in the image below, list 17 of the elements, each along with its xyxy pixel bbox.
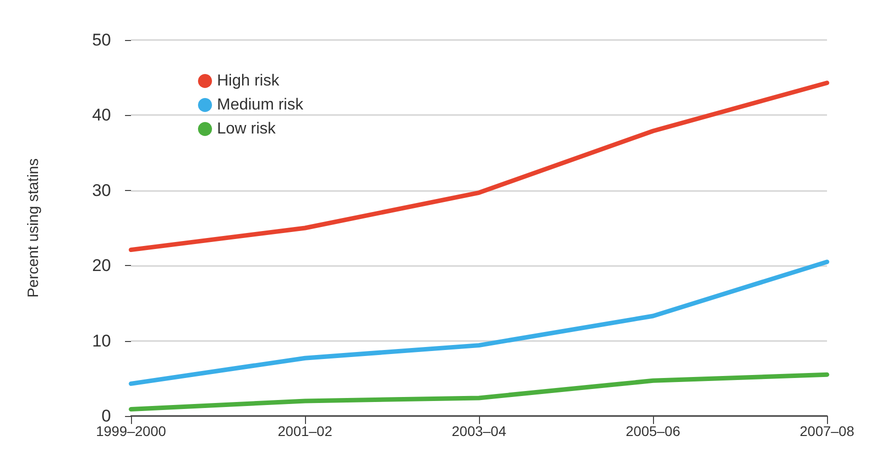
legend-label: Medium risk: [217, 96, 304, 114]
line-series: [128, 260, 830, 386]
x-tick-label: 2005–06: [626, 423, 680, 439]
x-tick-label: 2003–04: [452, 423, 506, 439]
x-tick-label: 1999–2000: [96, 423, 166, 439]
legend-label: High risk: [217, 72, 280, 90]
y-tick-label: 10: [92, 331, 111, 350]
y-tick-label: 0: [102, 406, 111, 426]
legend-label: Low risk: [217, 120, 277, 138]
y-tick-label: 40: [92, 106, 111, 125]
x-tick-label: 2001–02: [278, 423, 332, 439]
line-series: [128, 372, 830, 412]
y-axis-title: Percent using statins: [25, 158, 42, 298]
y-tick-label: 30: [92, 180, 111, 200]
y-tick-label: 20: [92, 256, 111, 276]
x-tick-label: 2007–08: [800, 423, 854, 439]
y-tick-label: 50: [92, 30, 111, 50]
